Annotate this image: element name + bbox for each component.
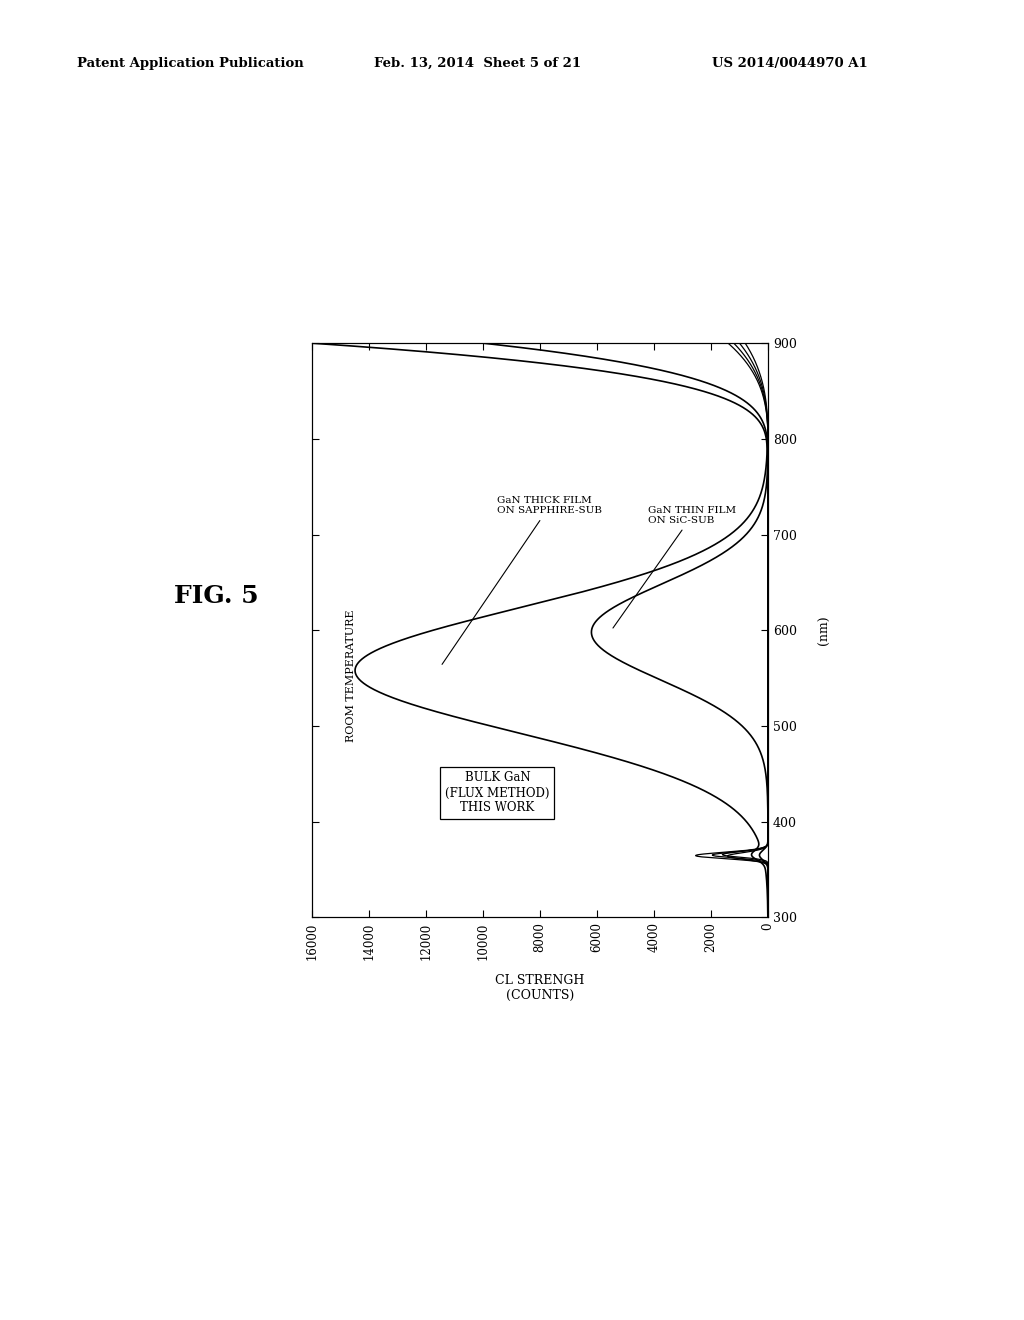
Text: FIG. 5: FIG. 5 — [174, 585, 259, 609]
Text: ROOM TEMPERATURE: ROOM TEMPERATURE — [346, 610, 356, 742]
Text: Feb. 13, 2014  Sheet 5 of 21: Feb. 13, 2014 Sheet 5 of 21 — [374, 57, 581, 70]
Text: (nm): (nm) — [818, 615, 830, 645]
X-axis label: CL STRENGH
(COUNTS): CL STRENGH (COUNTS) — [496, 974, 585, 1002]
Text: GaN THICK FILM
ON SAPPHIRE-SUB: GaN THICK FILM ON SAPPHIRE-SUB — [442, 496, 602, 664]
Text: Patent Application Publication: Patent Application Publication — [77, 57, 303, 70]
Text: BULK GaN
(FLUX METHOD)
THIS WORK: BULK GaN (FLUX METHOD) THIS WORK — [445, 771, 550, 814]
Text: US 2014/0044970 A1: US 2014/0044970 A1 — [712, 57, 867, 70]
Text: GaN THIN FILM
ON SiC-SUB: GaN THIN FILM ON SiC-SUB — [613, 506, 736, 628]
